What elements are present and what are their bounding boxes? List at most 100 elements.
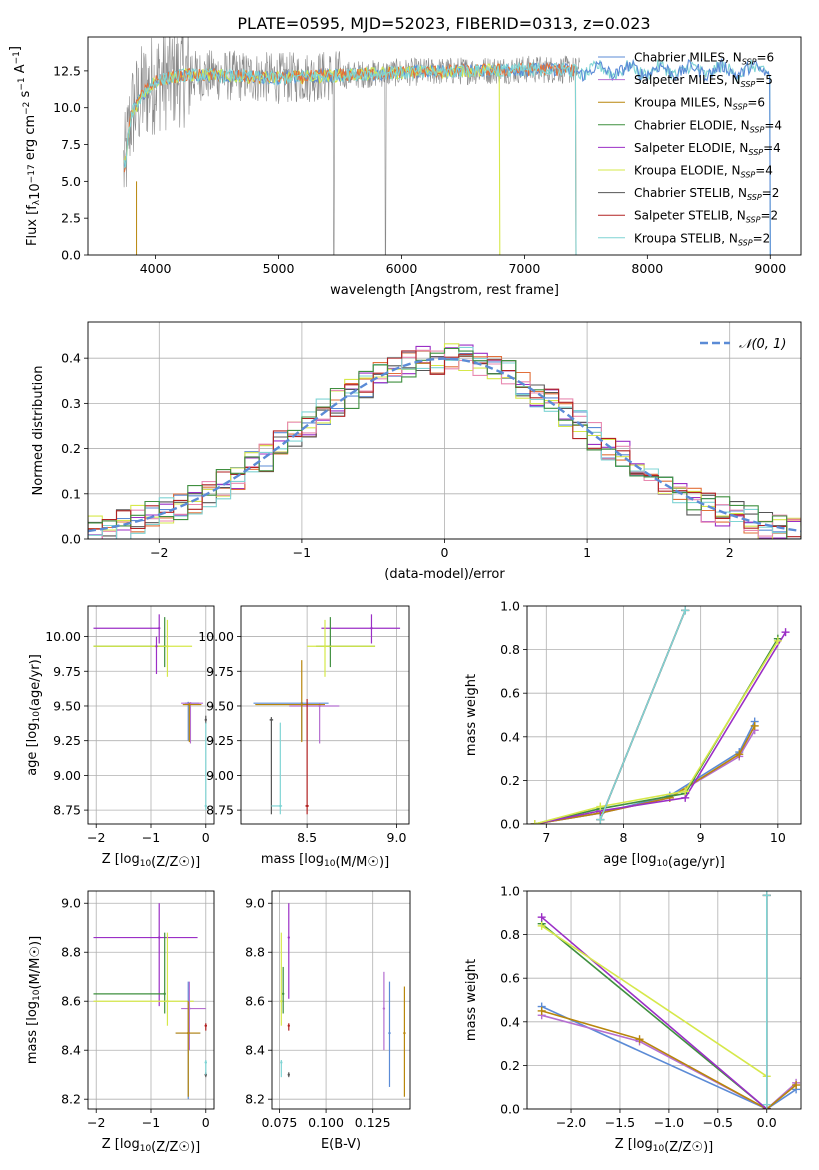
- y-axis-label: mass [log10(M/M☉)]: [25, 936, 43, 1064]
- x-axis-label: Z [log10(Z/Z☉)]: [102, 852, 200, 870]
- y-axis-label: mass weight: [464, 959, 479, 1041]
- y-tick-label: 0.0: [500, 817, 520, 832]
- y-tick-label: 0.0: [61, 532, 81, 547]
- data-point: [166, 1000, 169, 1003]
- y-tick-label: 9.50: [206, 698, 234, 713]
- axes-frame: [526, 890, 802, 1110]
- data-point: [287, 1073, 290, 1076]
- y-tick-label: 8.4: [61, 1043, 81, 1058]
- residual-histogram: [88, 347, 801, 539]
- y-tick-label: 0.4: [61, 351, 81, 366]
- y-tick-label: 10.00: [45, 629, 81, 644]
- y-tick-label: 9.0: [245, 896, 265, 911]
- y-tick-label: 8.2: [61, 1092, 81, 1107]
- data-point: [281, 992, 285, 996]
- ticks: 4000 5000 6000 7000 8000 9000 0.0 2.5 5.0 7.5 10.0…: [53, 63, 786, 276]
- y-axis-label: age [log10(age/yr)]: [25, 654, 43, 776]
- axes-frame: [271, 890, 411, 1110]
- data-point: [204, 1024, 207, 1027]
- series-line: [599, 610, 686, 820]
- y-tick-label: 8.4: [245, 1043, 265, 1058]
- x-tick-label: 1: [583, 545, 591, 560]
- y-tick-label: 9.00: [206, 768, 234, 783]
- ticks: 8.5 9.0 8.75 9.00 9.25 9.50 9.75 10.00: [198, 629, 406, 845]
- data-point: [305, 804, 309, 808]
- axes-age_vs_mass: 8.5 9.0 8.75 9.00 9.25 9.50 9.75 10.00 mass [log…: [198, 605, 410, 870]
- y-tick-label: 9.50: [53, 698, 81, 713]
- x-tick-label: −2: [87, 1115, 105, 1130]
- x-tick-label: −2.0: [556, 1115, 586, 1130]
- series-line: [541, 1010, 797, 1109]
- data-point: [382, 1007, 386, 1010]
- axes-massweight_vs_Z: −2.0 −1.5 −1.0 −0.5 0.0 0.0 0.2 0.4 0.6 0.8 1.0 Z […: [464, 884, 802, 1155]
- y-tick-label: 9.75: [206, 664, 234, 679]
- x-tick-label: 8: [620, 830, 628, 845]
- y-tick-label: 8.75: [206, 803, 234, 818]
- y-tick-label: 2.5: [61, 211, 81, 226]
- normal-curve-line: [88, 357, 801, 533]
- x-axis-label: (data-model)/error: [384, 567, 505, 582]
- data-point: [204, 804, 207, 808]
- data-point: [370, 627, 373, 630]
- data-point: [280, 1000, 283, 1003]
- y-tick-label: 0.2: [500, 773, 520, 788]
- series-line: [534, 631, 787, 824]
- ticks: 7 8 9 10 0.0 0.2 0.4 0.6 0.8 1.0: [500, 599, 786, 846]
- x-tick-label: 8.5: [297, 830, 317, 845]
- x-tick-label: 7000: [508, 261, 540, 276]
- y-tick-label: 0.6: [500, 971, 520, 986]
- y-tick-label: 9.0: [61, 896, 81, 911]
- data-point: [163, 992, 166, 996]
- legend-label: 𝒩(0, 1): [739, 337, 786, 352]
- y-tick-label: 0.0: [500, 1102, 520, 1117]
- legend-label: Chabrier MILES, NSSP=6: [634, 51, 774, 67]
- plot-area: [537, 891, 801, 1109]
- x-tick-label: 9000: [754, 261, 786, 276]
- plot-area: [253, 614, 401, 815]
- plot-area: [530, 606, 790, 824]
- x-tick-label: 5000: [263, 261, 295, 276]
- data-point: [204, 718, 207, 722]
- y-tick-label: 12.5: [53, 63, 81, 78]
- gridlines: [272, 891, 410, 1109]
- x-tick-label: −2: [87, 830, 105, 845]
- x-tick-label: 9: [697, 830, 705, 845]
- y-tick-label: 8.75: [53, 803, 81, 818]
- y-tick-label: 5.0: [61, 174, 81, 189]
- y-tick-label: 7.5: [61, 137, 81, 152]
- y-tick-label: 0.1: [61, 486, 81, 501]
- figure-title: PLATE=0595, MJD=52023, FIBERID=0313, z=0…: [237, 14, 650, 33]
- y-tick-label: 8.2: [245, 1092, 265, 1107]
- axes-frame: [526, 605, 802, 825]
- y-tick-label: 9.25: [53, 733, 81, 748]
- y-tick-label: 9.75: [53, 664, 81, 679]
- data-point: [323, 645, 327, 648]
- plot-area: [280, 903, 406, 1097]
- legend-label: Chabrier ELODIE, NSSP=4: [634, 118, 782, 134]
- legend-label: Salpeter ELODIE, NSSP=4: [634, 141, 781, 157]
- x-tick-label: 9.0: [387, 830, 407, 845]
- y-tick-label: 8.6: [245, 994, 265, 1009]
- x-tick-label: −1.5: [605, 1115, 635, 1130]
- axes-spectrum: 4000 5000 6000 7000 8000 9000 0.0 2.5 5.0 7.5 10.0…: [8, 36, 802, 298]
- x-tick-label: −1: [293, 545, 311, 560]
- x-axis-label: E(B-V): [321, 1137, 361, 1152]
- x-tick-label: 6000: [386, 261, 418, 276]
- data-point: [158, 627, 161, 630]
- x-tick-label: 0: [202, 1115, 210, 1130]
- plot-area: [93, 614, 207, 811]
- x-tick-label: 0: [202, 830, 210, 845]
- y-axis-label: Flux [fλ10−17 erg cm−2 s−1 A−1]: [8, 46, 43, 246]
- x-axis-label: Z [log10(Z/Z☉)]: [615, 1137, 713, 1155]
- data-point: [155, 645, 158, 648]
- y-tick-label: 0.8: [500, 927, 520, 942]
- legend-label: Kroupa STELIB, NSSP=2: [634, 231, 770, 247]
- x-axis-label: Z [log10(Z/Z☉)]: [102, 1137, 200, 1155]
- axes-massweight_vs_age: 7 8 9 10 0.0 0.2 0.4 0.6 0.8 1.0 age [log10(age/yr…: [464, 599, 802, 870]
- series-line: [534, 640, 779, 824]
- series-line: [541, 923, 768, 1109]
- gridlines: [88, 606, 214, 824]
- legend-label: Chabrier STELIB, NSSP=2: [634, 186, 779, 202]
- x-tick-label: −2: [150, 545, 168, 560]
- x-tick-label: 0.125: [355, 1115, 391, 1130]
